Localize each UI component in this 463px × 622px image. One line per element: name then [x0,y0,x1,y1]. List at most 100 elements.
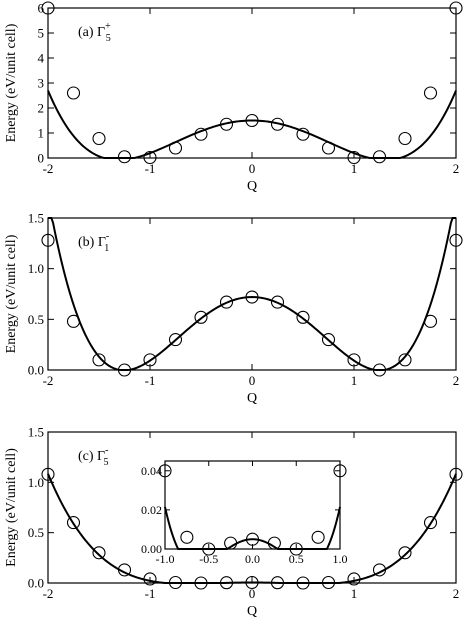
inset-x-tick-label: 0.0 [245,552,260,566]
data-point [168,575,183,590]
x-tick-label: 2 [453,586,460,601]
data-point [41,467,55,481]
x-tick-label: 1 [351,161,358,176]
x-tick-label: 1 [351,586,358,601]
x-tick-label: 2 [453,373,460,388]
inset-x-tick-label: -0.5 [199,552,218,566]
data-point [143,353,157,367]
y-tick-label: 0.5 [28,312,44,327]
inset-data-point [158,464,172,478]
panel-2: -2 -1 0 1 2 0.0 0.5 1.0 1.5 Q Energy (eV/unit cell… [4,211,463,406]
y-tick-label: 1.5 [28,425,44,440]
inset-fit-curve [164,506,341,550]
y-tick-label: 6 [38,1,45,16]
x-tick-label: -1 [145,373,156,388]
data-point [117,150,132,164]
inset-data-point [311,530,325,544]
y-tick-label: 1.0 [28,475,44,490]
inset-y-tick-label: 0.04 [141,464,162,478]
x-tick-label: 1 [351,373,358,388]
data-point [321,333,336,347]
inset-y-tick-label: 0.02 [141,503,162,517]
x-tick-label: -2 [43,161,54,176]
data-point [296,576,310,590]
data-point [347,150,361,165]
data-point [41,1,55,15]
y-tick-label: 2 [38,101,45,116]
x-tick-label: 0 [249,586,256,601]
data-point [92,131,106,146]
data-point [270,295,285,309]
y-tick-label: 4 [38,51,45,66]
fit-curve [48,217,456,371]
data-point [168,141,183,155]
data-point [296,127,310,141]
data-point [66,86,81,100]
y-axis-label: Energy (eV/unit cell) [4,448,19,567]
data-point [92,546,106,560]
inset-plot: -1.0 -0.5 0.0 0.5 1.0 0.00 0.02 0.04 [141,460,348,566]
data-point [194,576,208,590]
y-tick-label: 0 [38,151,45,166]
x-axis-label: Q [247,391,257,406]
inset-frame [164,460,341,550]
data-point [347,353,361,367]
y-tick-label: 1 [38,126,45,141]
y-tick-label: 5 [38,26,45,41]
y-tick-label: 0.0 [28,576,44,591]
panel-label: (c) Γ-5 [78,445,108,468]
data-point [245,113,259,128]
y-tick-label: 1.0 [28,261,44,276]
data-point [372,563,387,577]
data-point [321,575,336,590]
x-tick-label: -1 [145,161,156,176]
data-point [66,314,81,328]
x-tick-label: 0 [249,373,256,388]
data-point [296,310,310,324]
x-tick-label: -1 [145,586,156,601]
inset-data-point [224,536,238,550]
y-tick-label: 0.0 [28,363,44,378]
data-point [168,333,183,347]
data-point [245,290,259,304]
data-point [41,233,55,247]
panel-label: (b) Γ-1 [78,231,109,254]
data-point [117,363,132,377]
data-point [117,563,132,577]
fit-curve [47,90,457,159]
x-axis-label: Q [247,179,257,194]
x-tick-label: 0 [249,161,256,176]
data-point [398,546,412,560]
data-point [423,86,438,100]
fit-curve [47,473,457,584]
inset-data-point [333,464,347,478]
inset-data-point [267,536,281,550]
y-axis-label: Energy (eV/unit cell) [4,234,19,353]
inset-x-tick-label: 1.0 [333,552,348,566]
inset-x-tick-label: 0.5 [289,552,304,566]
y-tick-label: 0.5 [28,525,44,540]
data-point [423,516,438,530]
inset-data-point [289,542,303,556]
data-point [245,575,259,590]
data-point [449,467,463,481]
panel-1: -2 -1 0 1 2 0 1 2 3 4 5 6 Q Energy (eV/unit cell) (a) … [4,1,463,194]
x-tick-label: -2 [43,373,54,388]
data-point [66,516,81,530]
data-point [219,576,234,590]
y-tick-label: 3 [38,76,45,91]
y-tick-label: 1.5 [28,211,44,226]
data-point [194,127,208,141]
data-point [449,233,463,247]
inset-y-tick-label: 0.00 [141,542,162,556]
data-point [398,353,412,367]
inset-x-tick-label: -1.0 [156,552,175,566]
data-point [347,572,361,586]
data-point [321,141,336,155]
data-point [270,117,285,131]
data-point [143,150,157,165]
inset-data-point [180,530,194,544]
panel-label: (a) Γ+ 5 [78,21,111,44]
data-point [270,576,285,590]
